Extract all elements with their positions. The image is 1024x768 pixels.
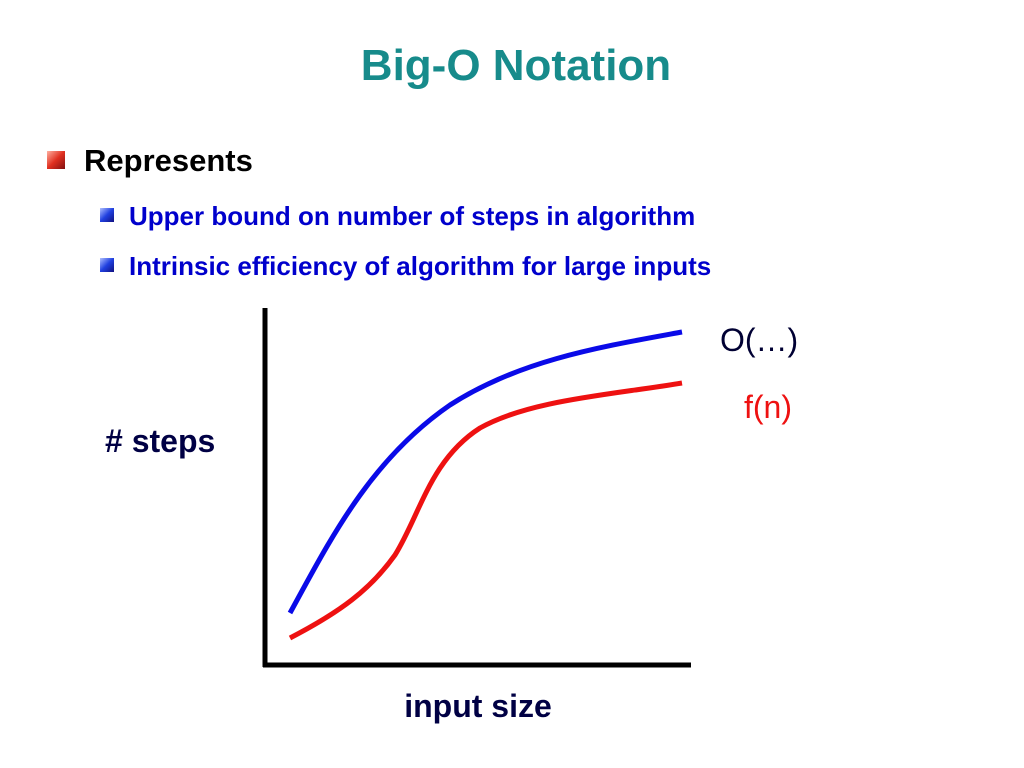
sub-bullet-text: Upper bound on number of steps in algori… <box>129 201 695 231</box>
x-axis-label: input size <box>404 688 552 724</box>
sub-bullet-icon <box>100 258 114 272</box>
y-axis-label: # steps <box>105 423 215 459</box>
bullet-text: Represents <box>84 143 253 178</box>
sub-bullet-text: Intrinsic efficiency of algorithm for la… <box>129 251 711 281</box>
diagram: O(…) f(n) # steps input size <box>105 308 798 724</box>
lower-curve-label: f(n) <box>744 389 792 425</box>
bullet-icon <box>47 151 65 169</box>
sub-bullet-icon <box>100 208 114 222</box>
slide-title: Big-O Notation <box>361 41 671 90</box>
upper-curve-label: O(…) <box>720 322 798 358</box>
upper-curve <box>287 329 683 615</box>
lower-curve <box>288 380 683 641</box>
